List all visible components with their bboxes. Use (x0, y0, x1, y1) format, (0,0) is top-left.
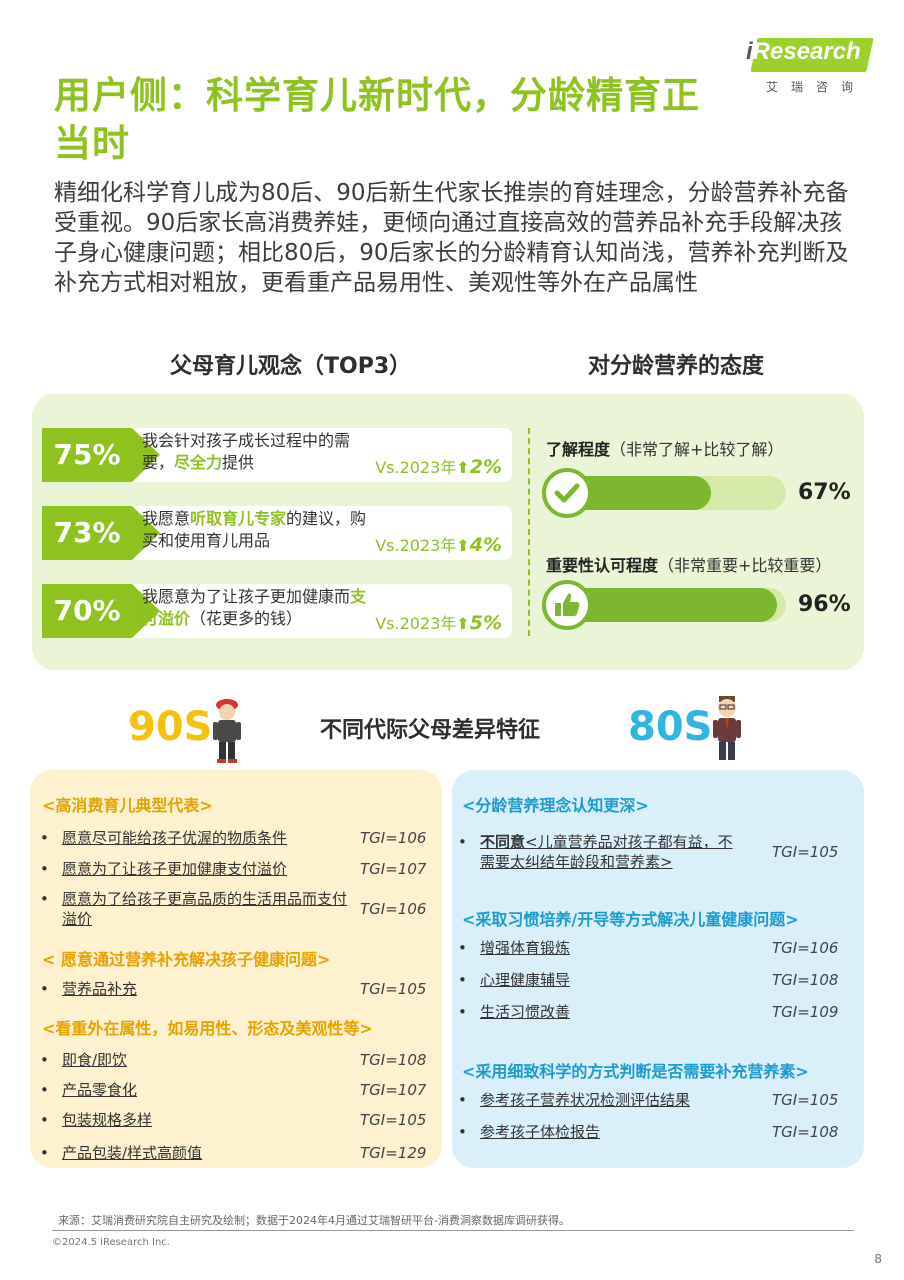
awareness-percent: 67% (798, 480, 851, 505)
gen-80s-label: 80S (628, 704, 713, 750)
yoy-change: Vs.2023年⬆4% (375, 534, 502, 556)
intro-paragraph: 精细化科学育儿成为80后、90后新生代家长推崇的育娃理念，分龄营养补充备受重视。… (54, 180, 849, 296)
older-parent-figure-icon (710, 694, 744, 768)
gen-80s-category: <采用细致科学的方式判断是否需要补充营养素> (462, 1062, 809, 1081)
attitude-heading: 对分龄营养的态度 (588, 354, 765, 379)
opinion-text: 我愿意为了让孩子更加健康而支付溢价（花更多的钱） (142, 587, 367, 628)
list-item: • 不同意<儿童营养品对孩子都有益，不需要太纠结年龄段和营养素> TGI=105 (458, 833, 839, 871)
footer-divider (52, 1230, 854, 1231)
opinion-card: 75% 我会针对孩子成长过程中的需要，尽全力提供 Vs.2023年⬆2% (42, 428, 512, 482)
gen-80s-category: <分龄营养理念认知更深> (462, 796, 649, 815)
yoy-change: Vs.2023年⬆5% (375, 612, 502, 634)
opinion-card: 73% 我愿意听取育儿专家的建议，购买和使用育儿用品 Vs.2023年⬆4% (42, 506, 512, 560)
young-parent-figure-icon (210, 696, 244, 768)
opinion-card: 70% 我愿意为了让孩子更加健康而支付溢价（花更多的钱） Vs.2023年⬆5% (42, 584, 512, 638)
up-arrow-icon: ⬆ (456, 536, 470, 555)
gen-80s-panel (452, 770, 864, 1168)
yoy-change: Vs.2023年⬆2% (375, 456, 502, 478)
page-title: 用户侧：科学育儿新时代，分龄精育正当时 (54, 74, 700, 165)
thumbs-up-icon (542, 580, 592, 630)
opinion-percent: 73% (42, 506, 132, 560)
up-arrow-icon: ⬆ (456, 614, 470, 633)
gen-90s-category: < 愿意通过营养补充解决孩子健康问题> (42, 950, 331, 969)
importance-label: 重要性认可程度（非常重要+比较重要） (546, 556, 832, 575)
up-arrow-icon: ⬆ (456, 458, 470, 477)
awareness-label: 了解程度（非常了解+比较了解） (546, 440, 784, 459)
chevron-shape (132, 428, 160, 482)
gen-80s-category: <采取习惯培养/开导等方式解决儿童健康问题> (462, 910, 799, 929)
chevron-shape (132, 506, 160, 560)
iresearch-logo: iResearch 艾瑞咨询 (746, 36, 874, 96)
gen-90s-category: <高消费育儿典型代表> (42, 796, 213, 815)
chevron-shape (132, 584, 160, 638)
importance-bar-fill (560, 588, 777, 622)
opinion-percent: 70% (42, 584, 132, 638)
panel-divider (528, 428, 530, 636)
opinion-percent: 75% (42, 428, 132, 482)
source-note: 来源：艾瑞消费研究院自主研究及绘制；数据于2024年4月通过艾瑞智研平台-消费洞… (58, 1214, 570, 1227)
list-item: • 愿意为了给孩子更高品质的生活用品而支付溢价 TGI=106 (40, 890, 427, 928)
opinion-text: 我愿意听取育儿专家的建议，购买和使用育儿用品 (142, 509, 367, 550)
opinion-text: 我会针对孩子成长过程中的需要，尽全力提供 (142, 431, 351, 472)
gen-90s-panel (30, 770, 442, 1168)
awareness-bar-track (560, 476, 786, 510)
generation-heading: 不同代际父母差异特征 (320, 718, 541, 743)
logo-text: iResearch (746, 38, 861, 65)
page-number: 8 (874, 1252, 882, 1266)
importance-bar-track (560, 588, 786, 622)
parenting-views-heading: 父母育儿观念（TOP3） (170, 354, 412, 379)
gen-90s-label: 90S (128, 704, 213, 750)
gen-90s-category: <看重外在属性，如易用性、形态及美观性等> (42, 1019, 373, 1038)
check-icon (542, 468, 592, 518)
copyright: ©2024.5 iResearch Inc. (52, 1237, 170, 1248)
importance-percent: 96% (798, 592, 851, 617)
logo-subtitle: 艾瑞咨询 (766, 80, 867, 94)
